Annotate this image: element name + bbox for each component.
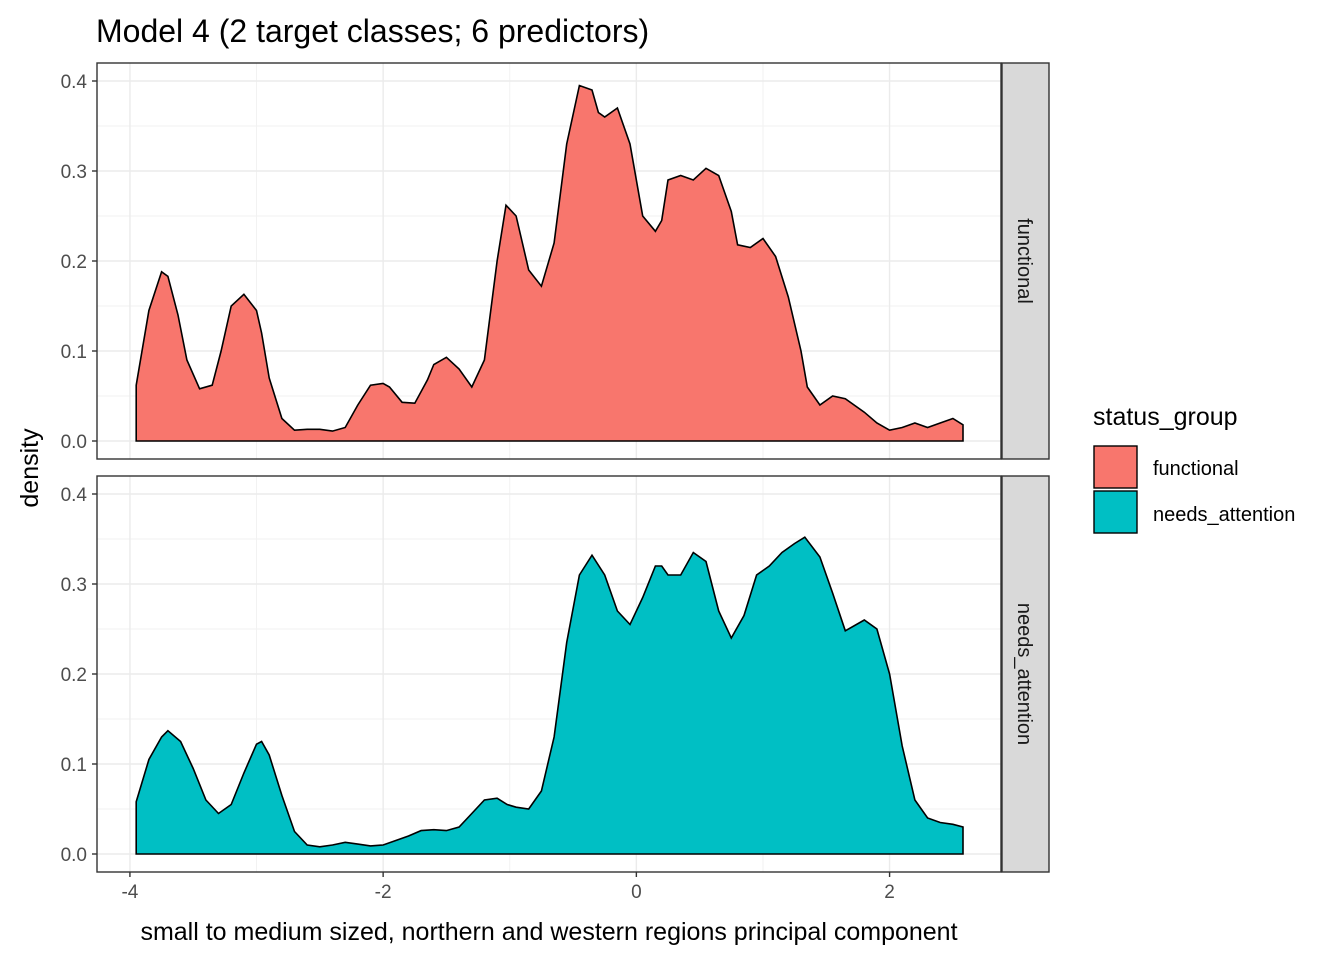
density-area-needs-attention	[135, 536, 964, 855]
x-axis-title: small to medium sized, northern and west…	[140, 918, 957, 946]
y-tick-label: 0.0	[61, 845, 87, 866]
legend-title: status_group	[1093, 403, 1238, 431]
y-axis-title: density	[16, 428, 44, 508]
facet-strip	[1001, 62, 1050, 460]
legend-label-functional: functional	[1153, 458, 1239, 480]
facet-strip	[1001, 475, 1050, 873]
density-area-functional	[135, 84, 964, 442]
legend-key-functional	[1093, 445, 1138, 489]
y-tick-label: 0.1	[61, 755, 87, 776]
y-tick-label: 0.1	[61, 342, 87, 363]
x-tick-label: -2	[375, 882, 392, 903]
x-axis: -4 -2 0 2	[121, 872, 895, 903]
legend: status_group functional needs_attention	[1093, 403, 1295, 534]
y-axis-ticks: 0.0 0.1 0.2 0.3 0.4	[61, 485, 97, 866]
legend-key-needs-attention	[1093, 490, 1138, 534]
facet-strip-label: functional	[1013, 218, 1035, 304]
facet-strip-label: needs_attention	[1013, 603, 1035, 745]
y-tick-label: 0.4	[61, 485, 88, 506]
facet-panel-needs-attention: needs_attention 0.0 0.1 0.2 0.3 0.4	[61, 475, 1050, 873]
y-tick-label: 0.0	[61, 432, 87, 453]
facet-panel-functional: functional 0.0 0.1 0.2 0.3 0.4	[61, 62, 1050, 460]
legend-label-needs-attention: needs_attention	[1153, 504, 1295, 526]
y-tick-label: 0.2	[61, 665, 87, 686]
y-tick-label: 0.3	[61, 162, 87, 183]
x-tick-label: 2	[884, 882, 895, 903]
y-tick-label: 0.3	[61, 575, 87, 596]
x-tick-label: 0	[631, 882, 642, 903]
y-tick-label: 0.4	[61, 72, 88, 93]
chart-title: Model 4 (2 target classes; 6 predictors)	[96, 13, 649, 49]
y-axis-ticks: 0.0 0.1 0.2 0.3 0.4	[61, 72, 97, 453]
y-tick-label: 0.2	[61, 252, 87, 273]
x-tick-label: -4	[121, 882, 138, 903]
